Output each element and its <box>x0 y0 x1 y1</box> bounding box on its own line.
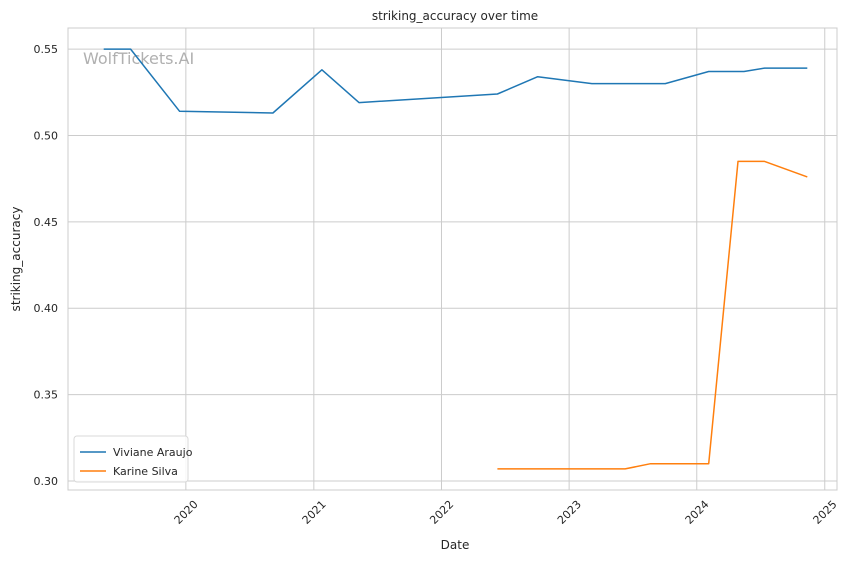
legend: Viviane Araujo Karine Silva <box>73 435 193 483</box>
y-tick-label: 0.55 <box>34 43 59 56</box>
chart-title: striking_accuracy over time <box>372 9 538 23</box>
y-tick-labels: 0.30 0.35 0.40 0.45 0.50 0.55 <box>34 43 59 488</box>
series-line-karine-silva <box>497 160 808 470</box>
y-tick-label: 0.30 <box>34 475 59 488</box>
grid-lines <box>68 28 837 490</box>
series-line-viviane-araujo <box>103 48 808 114</box>
plot-frame <box>67 27 838 491</box>
y-tick-label: 0.45 <box>34 216 59 229</box>
x-axis-title: Date <box>441 538 470 552</box>
legend-label: Viviane Araujo <box>113 446 193 459</box>
y-axis-title: striking_accuracy <box>9 207 23 312</box>
series-group <box>103 48 808 470</box>
y-tick-label: 0.40 <box>34 302 59 315</box>
y-tick-label: 0.35 <box>34 389 59 402</box>
y-tick-label: 0.50 <box>34 129 59 142</box>
legend-label: Karine Silva <box>113 465 178 478</box>
